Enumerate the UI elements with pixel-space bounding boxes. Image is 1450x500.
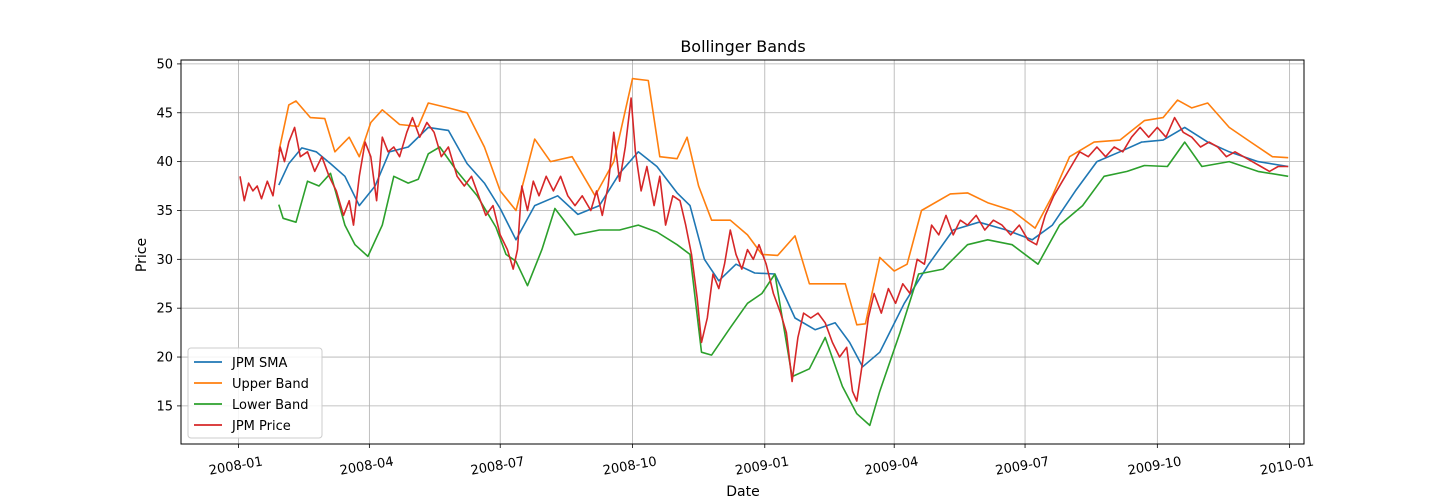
legend-box bbox=[187, 347, 323, 439]
legend-label-lower-band: Lower Band bbox=[232, 398, 308, 413]
x-tick-label: 2009-04 bbox=[864, 454, 920, 478]
x-tick-label: 2008-01 bbox=[208, 454, 264, 478]
series-line-jpm-price bbox=[239, 97, 1289, 402]
legend-label-jpm-sma: JPM SMA bbox=[231, 356, 287, 371]
legend-label-jpm-price: JPM Price bbox=[231, 419, 291, 434]
x-axis-label: Date bbox=[726, 484, 759, 500]
series-line-lower-band bbox=[278, 141, 1289, 427]
legend-label-upper-band: Upper Band bbox=[232, 377, 309, 392]
y-tick-label: 35 bbox=[156, 204, 173, 219]
y-tick-label: 20 bbox=[156, 351, 173, 366]
series-lines bbox=[239, 77, 1289, 427]
series-line-upper-band bbox=[278, 77, 1289, 326]
x-tick-label: 2009-07 bbox=[994, 454, 1050, 478]
x-axis-ticks: 2008-01 2008-04 2008-07 2008-10 2009-01 2009-… bbox=[208, 444, 1315, 479]
plot-frame bbox=[180, 59, 1305, 445]
y-tick-label: 50 bbox=[156, 57, 173, 72]
y-axis-label: Price bbox=[134, 238, 150, 272]
x-tick-label: 2009-01 bbox=[734, 454, 790, 478]
series-line-jpm-sma bbox=[278, 126, 1289, 368]
y-tick-label: 45 bbox=[156, 106, 173, 121]
x-tick-label: 2008-10 bbox=[602, 454, 658, 478]
y-tick-label: 30 bbox=[156, 253, 173, 268]
y-axis-ticks: 15 20 25 30 35 40 45 50 bbox=[156, 57, 181, 414]
grid bbox=[181, 60, 1304, 444]
y-tick-label: 40 bbox=[156, 155, 173, 170]
y-tick-label: 25 bbox=[156, 302, 173, 317]
x-tick-label: 2010-01 bbox=[1259, 454, 1315, 478]
x-tick-label: 2008-04 bbox=[339, 454, 395, 478]
x-tick-label: 2008-07 bbox=[470, 454, 526, 478]
chart-title: Bollinger Bands bbox=[680, 37, 805, 56]
x-tick-label: 2009-10 bbox=[1127, 454, 1183, 478]
y-tick-label: 15 bbox=[156, 399, 173, 414]
legend: JPM SMA Upper Band Lower Band JPM Price bbox=[187, 347, 323, 439]
